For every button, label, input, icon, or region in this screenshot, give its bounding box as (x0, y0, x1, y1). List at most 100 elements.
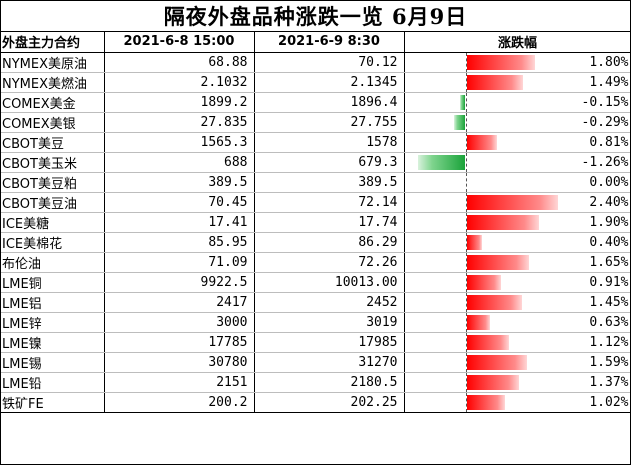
positive-databar (466, 274, 502, 290)
header-curr-time[interactable]: 2021-6-9 8:30 (254, 32, 405, 53)
change-cell[interactable]: 1.12% (404, 332, 631, 353)
table-row: NYMEX美原油 68.88 70.12 1.80% (0, 52, 631, 73)
contract-name-cell[interactable]: LME铝 (0, 292, 105, 313)
change-cell[interactable]: 1.37% (404, 372, 631, 393)
contract-name-cell[interactable]: ICE美棉花 (0, 232, 105, 253)
table-row: 铁矿FE 200.2 202.25 1.02% (0, 392, 631, 413)
contract-name-cell[interactable]: COMEX美金 (0, 92, 105, 113)
curr-price-cell[interactable]: 31270 (254, 352, 405, 373)
contract-name-cell[interactable]: CBOT美豆油 (0, 192, 105, 213)
curr-price-cell[interactable]: 3019 (254, 312, 405, 333)
header-change[interactable]: 涨跌幅 (404, 32, 631, 53)
contract-name-cell[interactable]: CBOT美豆粕 (0, 172, 105, 193)
contract-name-cell[interactable]: LME锌 (0, 312, 105, 333)
change-percent-label: 1.12% (589, 334, 629, 350)
change-cell[interactable]: 0.63% (404, 312, 631, 333)
change-cell[interactable]: -1.26% (404, 152, 631, 173)
prev-price-cell[interactable]: 1565.3 (104, 132, 255, 153)
change-cell[interactable]: 2.40% (404, 192, 631, 213)
change-cell[interactable]: 1.90% (404, 212, 631, 233)
contract-name-cell[interactable]: LME铜 (0, 272, 105, 293)
change-cell[interactable]: -0.29% (404, 112, 631, 133)
change-cell[interactable]: 1.59% (404, 352, 631, 373)
change-percent-label: 1.37% (589, 374, 629, 390)
contract-name-cell[interactable]: 铁矿FE (0, 392, 105, 413)
curr-price-cell[interactable]: 72.14 (254, 192, 405, 213)
curr-price-cell[interactable]: 202.25 (254, 392, 405, 413)
contract-name-cell[interactable]: 布伦油 (0, 252, 105, 273)
curr-price-cell[interactable]: 70.12 (254, 52, 405, 73)
prev-price-cell[interactable]: 200.2 (104, 392, 255, 413)
databar-axis (465, 112, 467, 131)
positive-databar (466, 234, 482, 250)
change-cell[interactable]: 0.40% (404, 232, 631, 253)
positive-databar (466, 214, 539, 230)
header-row: 外盘主力合约 2021-6-8 15:00 2021-6-9 8:30 涨跌幅 (0, 32, 631, 53)
databar-axis (465, 272, 467, 291)
prev-price-cell[interactable]: 17.41 (104, 212, 255, 233)
prev-price-cell[interactable]: 389.5 (104, 172, 255, 193)
table-row: LME铅 2151 2180.5 1.37% (0, 372, 631, 393)
prev-price-cell[interactable]: 85.95 (104, 232, 255, 253)
table-row: ICE美棉花 85.95 86.29 0.40% (0, 232, 631, 253)
contract-name-cell[interactable]: NYMEX美原油 (0, 52, 105, 73)
curr-price-cell[interactable]: 389.5 (254, 172, 405, 193)
curr-price-cell[interactable]: 1896.4 (254, 92, 405, 113)
curr-price-cell[interactable]: 27.755 (254, 112, 405, 133)
change-cell[interactable]: 0.00% (404, 172, 631, 193)
prev-price-cell[interactable]: 71.09 (104, 252, 255, 273)
table-row: 布伦油 71.09 72.26 1.65% (0, 252, 631, 273)
prev-price-cell[interactable]: 688 (104, 152, 255, 173)
prev-price-cell[interactable]: 1899.2 (104, 92, 255, 113)
prev-price-cell[interactable]: 2151 (104, 372, 255, 393)
header-prev-time[interactable]: 2021-6-8 15:00 (104, 32, 255, 53)
positive-databar (466, 394, 506, 410)
curr-price-cell[interactable]: 10013.00 (254, 272, 405, 293)
prev-price-cell[interactable]: 17785 (104, 332, 255, 353)
contract-name-cell[interactable]: LME镍 (0, 332, 105, 353)
positive-databar (466, 54, 535, 70)
change-cell[interactable]: 0.91% (404, 272, 631, 293)
prev-price-cell[interactable]: 9922.5 (104, 272, 255, 293)
contract-name-cell[interactable]: CBOT美豆 (0, 132, 105, 153)
header-contract[interactable]: 外盘主力合约 (0, 32, 105, 53)
prev-price-cell[interactable]: 70.45 (104, 192, 255, 213)
change-percent-label: 1.80% (589, 54, 629, 70)
change-cell[interactable]: 1.65% (404, 252, 631, 273)
prev-price-cell[interactable]: 2.1032 (104, 72, 255, 93)
change-cell[interactable]: 1.80% (404, 52, 631, 73)
curr-price-cell[interactable]: 17.74 (254, 212, 405, 233)
curr-price-cell[interactable]: 17985 (254, 332, 405, 353)
prev-price-cell[interactable]: 3000 (104, 312, 255, 333)
prev-price-cell[interactable]: 27.835 (104, 112, 255, 133)
change-percent-label: -0.15% (581, 94, 629, 110)
curr-price-cell[interactable]: 86.29 (254, 232, 405, 253)
curr-price-cell[interactable]: 2452 (254, 292, 405, 313)
contract-name-cell[interactable]: LME铅 (0, 372, 105, 393)
databar-axis (465, 92, 467, 111)
contract-name-cell[interactable]: LME锡 (0, 352, 105, 373)
change-cell[interactable]: -0.15% (404, 92, 631, 113)
table-row: LME铝 2417 2452 1.45% (0, 292, 631, 313)
curr-price-cell[interactable]: 72.26 (254, 252, 405, 273)
contract-name-cell[interactable]: ICE美糖 (0, 212, 105, 233)
curr-price-cell[interactable]: 2.1345 (254, 72, 405, 93)
change-percent-label: -1.26% (581, 154, 629, 170)
contract-name-cell[interactable]: CBOT美玉米 (0, 152, 105, 173)
change-cell[interactable]: 1.45% (404, 292, 631, 313)
contract-name-cell[interactable]: NYMEX美燃油 (0, 72, 105, 93)
curr-price-cell[interactable]: 679.3 (254, 152, 405, 173)
prev-price-cell[interactable]: 30780 (104, 352, 255, 373)
contract-name-cell[interactable]: COMEX美银 (0, 112, 105, 133)
databar-axis (465, 232, 467, 251)
prev-price-cell[interactable]: 68.88 (104, 52, 255, 73)
change-cell[interactable]: 0.81% (404, 132, 631, 153)
prev-price-cell[interactable]: 2417 (104, 292, 255, 313)
change-percent-label: -0.29% (581, 114, 629, 130)
change-cell[interactable]: 1.02% (404, 392, 631, 413)
curr-price-cell[interactable]: 1578 (254, 132, 405, 153)
positive-databar (466, 294, 522, 310)
change-cell[interactable]: 1.49% (404, 72, 631, 93)
change-percent-label: 0.63% (589, 314, 629, 330)
curr-price-cell[interactable]: 2180.5 (254, 372, 405, 393)
